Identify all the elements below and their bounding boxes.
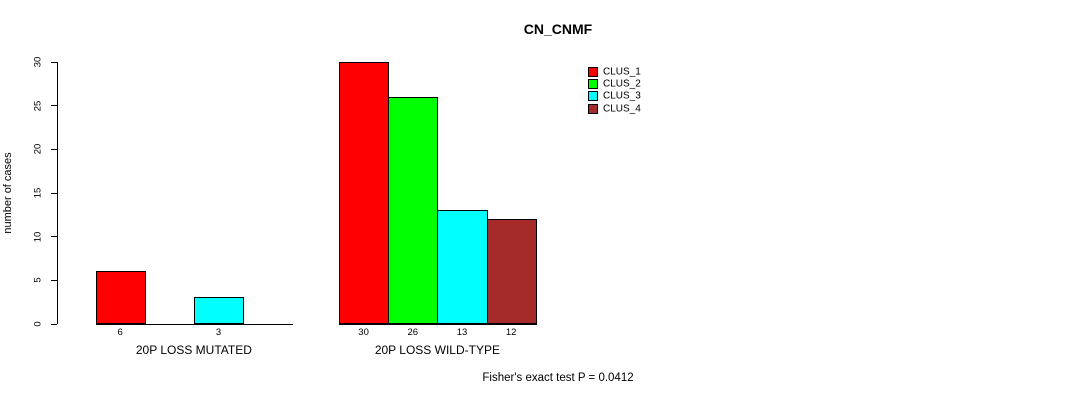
bar-clus_4 [486, 218, 537, 325]
y-axis-tick [51, 236, 57, 238]
bar-clus_3 [193, 297, 245, 325]
legend-label: CLUS_4 [603, 103, 641, 115]
bar-value-label: 12 [505, 326, 517, 338]
legend-label: CLUS_3 [603, 90, 641, 102]
legend-swatch [588, 66, 598, 77]
y-axis-tick [51, 192, 57, 194]
annotation-fisher-test: Fisher's exact test P = 0.0412 [482, 372, 634, 384]
y-axis-tick-label: 10 [32, 231, 44, 242]
y-axis-tick [51, 323, 57, 325]
y-axis-tick [51, 279, 57, 281]
y-axis-tick [51, 105, 57, 107]
bar-value-label: 3 [215, 326, 222, 338]
bar-value-label: 6 [117, 326, 123, 338]
bar-clus_1 [339, 61, 390, 325]
y-axis-tick-label: 15 [32, 187, 44, 199]
y-axis-line [57, 61, 58, 325]
group-label: 20P LOSS MUTATED [135, 342, 252, 357]
legend-swatch [588, 78, 598, 89]
legend-swatch [588, 103, 598, 114]
y-axis-tick-label: 25 [32, 100, 44, 112]
bar-clus_3 [437, 210, 488, 325]
bar-value-label: 26 [407, 326, 419, 338]
chart-title: CN_CNMF [523, 21, 593, 37]
y-axis-tick-label: 30 [32, 56, 44, 68]
bar-clus_1 [95, 271, 146, 325]
y-axis-tick-label: 0 [32, 321, 44, 327]
group-label: 20P LOSS WILD-TYPE [374, 342, 500, 357]
y-axis-tick [51, 61, 57, 63]
y-axis-tick [51, 148, 57, 150]
y-axis-label: number of cases [2, 151, 14, 234]
legend-label: CLUS_2 [603, 78, 641, 90]
bar-value-label: 13 [456, 326, 468, 338]
y-axis-tick-label: 20 [32, 144, 44, 155]
y-axis-tick-label: 5 [32, 277, 44, 283]
bar-clus_2 [388, 96, 439, 325]
bar-value-label: 30 [358, 326, 369, 338]
legend-label: CLUS_1 [603, 66, 641, 77]
legend-swatch [588, 91, 598, 102]
